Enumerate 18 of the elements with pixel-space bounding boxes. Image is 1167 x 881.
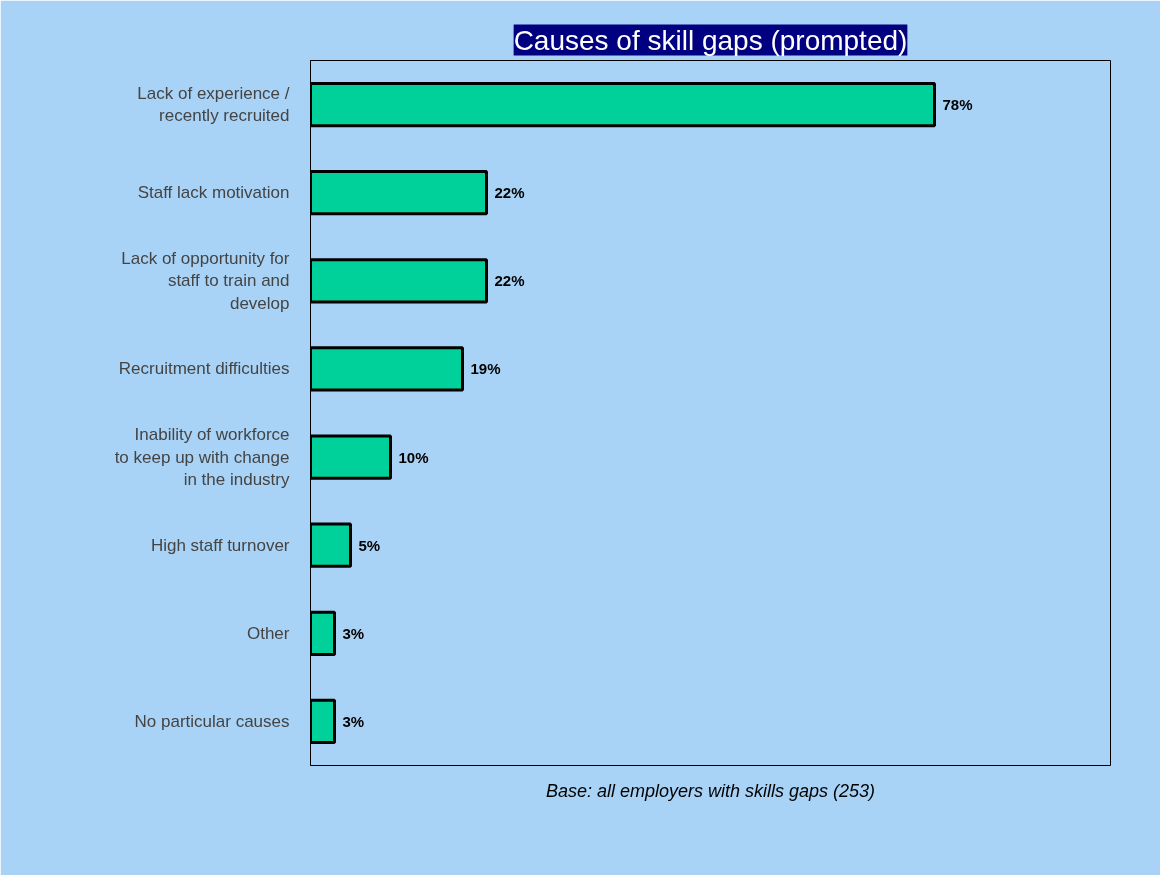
y-tick-label: Recruitment difficulties bbox=[118, 359, 290, 379]
data-label: 3% bbox=[342, 624, 365, 642]
y-tick-label: Inability of workforce to keep up with change in the industry bbox=[114, 424, 290, 490]
data-label: 10% bbox=[398, 448, 429, 466]
y-tick-label: Lack of experience / recently recruited bbox=[137, 83, 290, 126]
text: Base: all employers with skills gaps (253) bbox=[545, 780, 876, 801]
y-tick-label: Staff lack motivation bbox=[137, 183, 290, 203]
y-tick-label: Lack of opportunity for staff to train and develop bbox=[121, 248, 290, 314]
y-tick-label: No particular causes bbox=[134, 711, 290, 731]
y-tick-label: High staff turnover bbox=[150, 535, 290, 555]
data-label: 19% bbox=[470, 360, 501, 378]
data-label: 3% bbox=[342, 712, 365, 730]
data-label: 22% bbox=[494, 272, 525, 290]
data-label: 22% bbox=[494, 184, 525, 202]
y-tick-label: Other bbox=[246, 623, 290, 643]
data-label: 5% bbox=[358, 536, 381, 554]
data-label: 78% bbox=[942, 96, 973, 114]
chart-title: Causes of skill gaps (prompted) bbox=[513, 24, 908, 56]
